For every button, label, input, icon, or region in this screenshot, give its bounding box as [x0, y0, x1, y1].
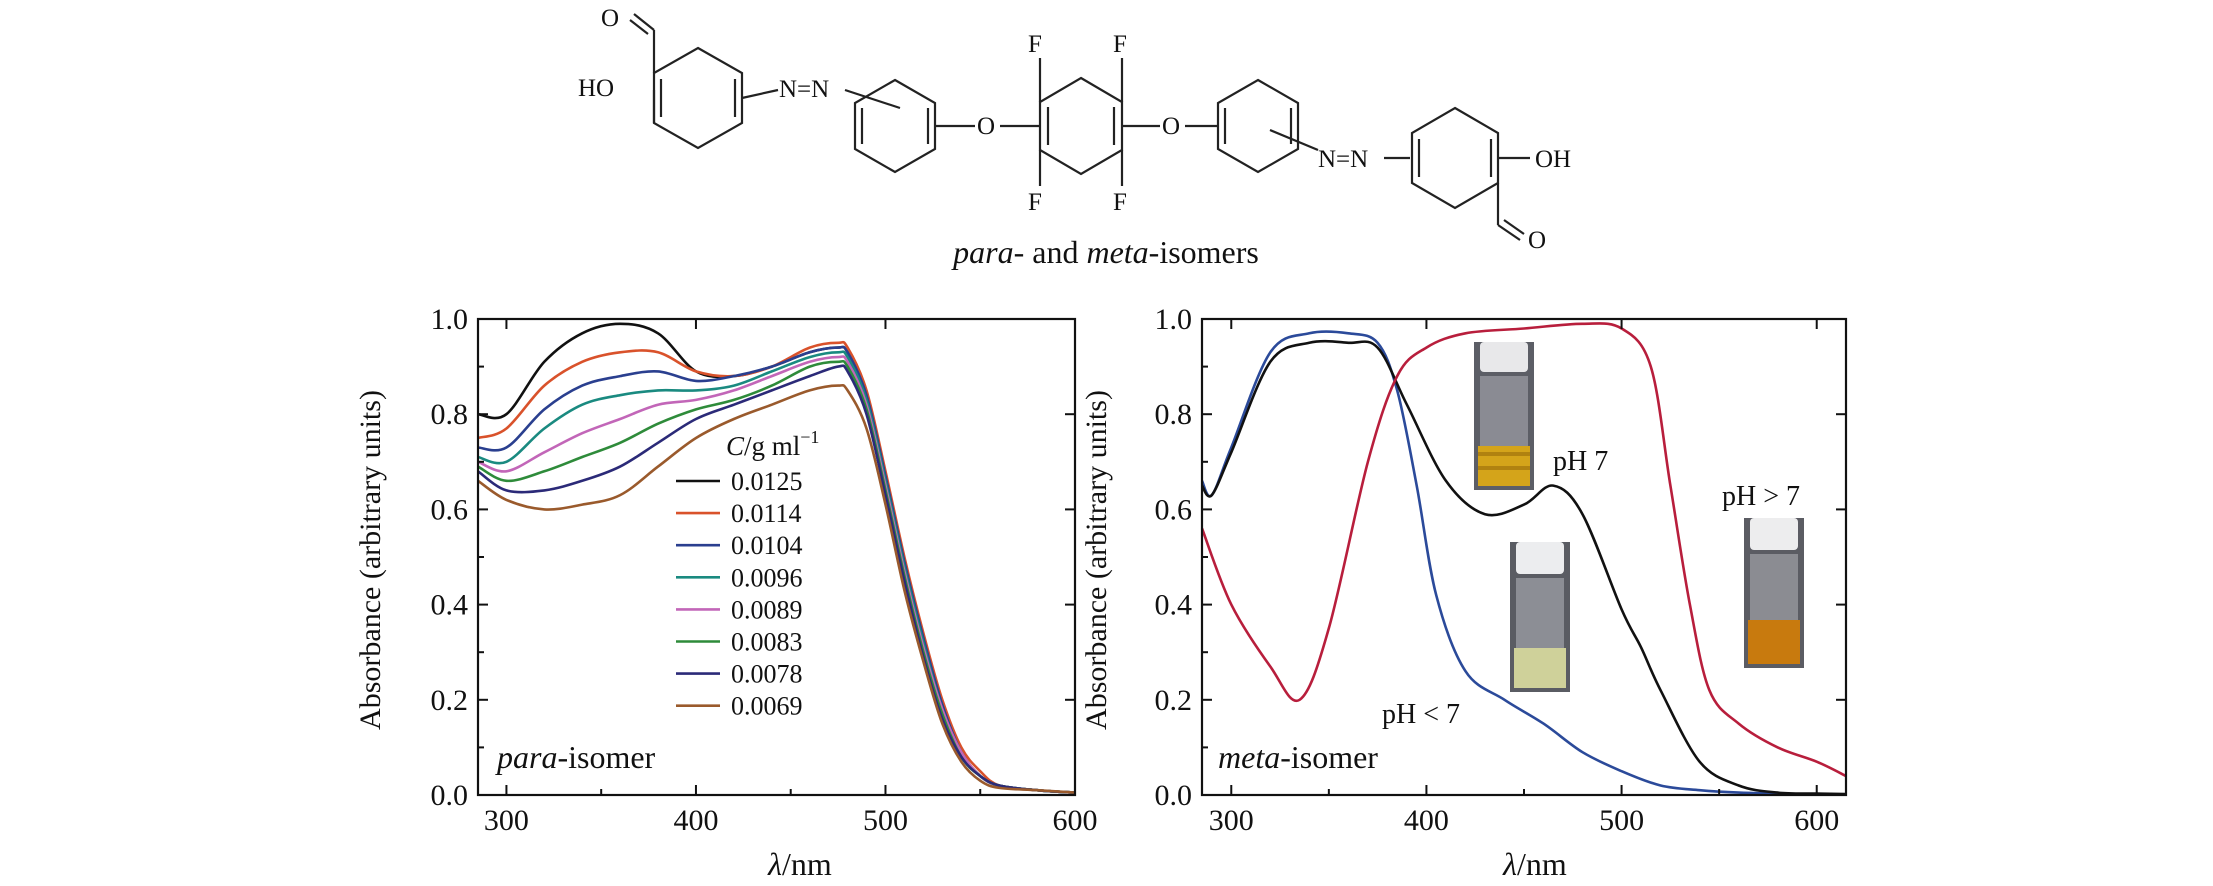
para-series-line-4: [477, 355, 1076, 794]
para-ticks-group: 300 400 500 600 0.0 0.2 0.4 0.6 0.8 1.0: [431, 303, 1098, 837]
para-y-tick-label-2: 0.4: [431, 589, 469, 622]
para-series-group: [477, 322, 1076, 794]
ph-gt7-label: pH > 7: [1722, 481, 1800, 512]
para-x-axis-label: λ/nm: [767, 846, 832, 882]
meta-x-tick-label-3: 600: [1794, 804, 1839, 837]
fluorine-3-label: F: [1028, 189, 1042, 216]
para-panel-label: para-isomer: [495, 739, 656, 775]
para-y-axis-label: Absorbance (arbitrary units): [354, 390, 387, 730]
para-y-tick-label-1: 0.2: [431, 684, 469, 717]
meta-x-tick-label-0: 300: [1209, 804, 1254, 837]
fluorine-1-label: F: [1028, 31, 1042, 58]
ether-o-right-label: O: [1162, 113, 1180, 140]
meta-series-line-2: [1200, 322, 1847, 778]
phenyl-ring-right: [1216, 78, 1300, 174]
para-y-tick-label-5: 1.0: [431, 303, 469, 336]
structure-caption: para- and meta-isomers: [951, 234, 1259, 270]
ether-o-left-label: O: [977, 113, 995, 140]
ph-lt7-label: pH < 7: [1382, 699, 1460, 730]
legend-label-3: 0.0096: [731, 563, 803, 592]
meta-y-tick-label-0: 0.0: [1155, 779, 1193, 812]
vial-ph7-image: [1474, 342, 1534, 490]
para-series-line-6: [477, 364, 1076, 794]
meta-x-tick-label-1: 400: [1404, 804, 1449, 837]
para-series-line-7: [477, 383, 1076, 794]
hydroxyl-right-label: OH: [1535, 146, 1571, 173]
legend-label-5: 0.0083: [731, 628, 803, 657]
para-x-tick-label-3: 600: [1053, 804, 1098, 837]
meta-panel-label: meta-isomer: [1218, 739, 1378, 775]
legend-title: C/g ml−1: [726, 427, 819, 461]
fluorine-2-label: F: [1113, 31, 1127, 58]
vial-ph-lt7-image: [1510, 542, 1570, 692]
legend-label-4: 0.0089: [731, 595, 803, 624]
para-x-tick-label-0: 300: [484, 804, 529, 837]
para-series-line-1: [477, 340, 1076, 794]
meta-series-line-1: [1200, 339, 1847, 796]
legend-label-6: 0.0078: [731, 660, 803, 689]
aldehyde-o-right-label: O: [1528, 227, 1546, 254]
para-x-tick-label-1: 400: [673, 804, 718, 837]
meta-x-axis-label: λ/nm: [1502, 846, 1567, 882]
meta-y-tick-label-3: 0.6: [1155, 493, 1193, 526]
meta-x-tick-label-2: 500: [1599, 804, 1644, 837]
para-y-tick-label-3: 0.6: [431, 493, 469, 526]
legend-label-1: 0.0114: [731, 499, 802, 528]
fluorine-4-label: F: [1113, 189, 1127, 216]
ph7-label: pH 7: [1553, 446, 1608, 477]
aldehyde-o-label: O: [601, 5, 619, 32]
legend-label-7: 0.0069: [731, 692, 803, 721]
meta-y-tick-label-4: 0.8: [1155, 398, 1193, 431]
hydroxyl-label: HO: [578, 75, 614, 102]
legend-label-0: 0.0125: [731, 467, 803, 496]
left-aromatic-ring: [652, 46, 744, 150]
meta-isomer-chart: 300 400 500 600 0.0 0.2 0.4 0.6 0.8 1.0 Absorbanc…: [1080, 303, 1848, 882]
phenyl-ring-left: [853, 78, 937, 174]
para-legend: 0.0125 0.0114 0.0104 0.0096 0.0089 0.0083 0.00…: [676, 467, 803, 721]
chemical-structure-diagram: O HO N=N O F F F F O: [578, 5, 1571, 270]
meta-y-axis-label: Absorbance (arbitrary units): [1080, 390, 1113, 730]
para-x-tick-label-2: 500: [863, 804, 908, 837]
tetrafluoro-ring: [1038, 76, 1124, 176]
para-y-tick-label-0: 0.0: [431, 779, 469, 812]
meta-y-tick-label-5: 1.0: [1155, 303, 1193, 336]
legend-label-2: 0.0104: [731, 531, 803, 560]
para-isomer-chart: 300 400 500 600 0.0 0.2 0.4 0.6 0.8 1.0 Absorbanc…: [354, 303, 1098, 882]
meta-y-tick-label-1: 0.2: [1155, 684, 1193, 717]
meta-ticks-group: 300 400 500 600 0.0 0.2 0.4 0.6 0.8 1.0: [1155, 303, 1846, 837]
meta-y-tick-label-2: 0.4: [1155, 589, 1193, 622]
azo-right-label: N=N: [1318, 146, 1368, 173]
right-aromatic-ring: [1410, 106, 1500, 210]
vial-ph-gt7-image: [1744, 518, 1804, 668]
para-y-tick-label-4: 0.8: [431, 398, 469, 431]
azo-left-label: N=N: [779, 76, 829, 103]
